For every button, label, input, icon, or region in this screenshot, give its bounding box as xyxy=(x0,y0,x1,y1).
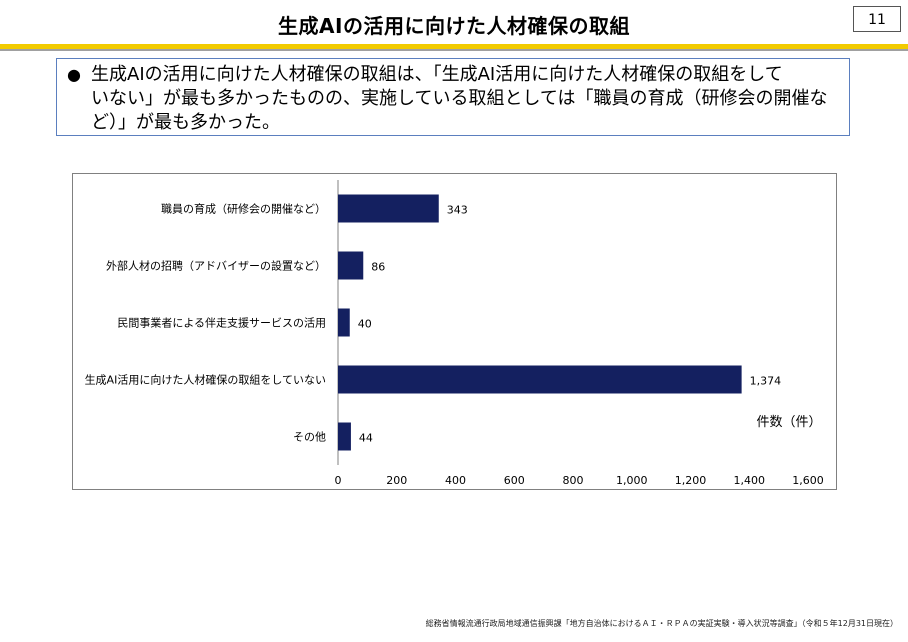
chart-frame xyxy=(72,173,837,490)
bar-0 xyxy=(338,194,439,223)
bar-1 xyxy=(338,251,364,280)
unit-label: 件数（件） xyxy=(756,415,821,430)
category-label-3: 生成AI活用に向けた人材確保の取組をしていない xyxy=(85,373,326,387)
bar-4 xyxy=(338,422,351,451)
summary-line-1: 生成AIの活用に向けた人材確保の取組は、「生成AI活用に向けた人材確保の取組をし… xyxy=(91,64,783,85)
summary-line-2: いない」が最も多かったものの、実施している取組としては「職員の育成（研修会の開催… xyxy=(91,88,828,109)
bar-3 xyxy=(338,365,742,394)
category-label-0: 職員の育成（研修会の開催など） xyxy=(161,202,326,216)
value-label-3: 1,374 xyxy=(750,375,782,388)
page-title: 生成AIの活用に向けた人材確保の取組 xyxy=(278,14,630,38)
x-tick-label-4: 800 xyxy=(563,474,584,487)
x-tick-label-2: 400 xyxy=(445,474,466,487)
category-label-4: その他 xyxy=(293,431,326,444)
summary-line-3: ど）」が最も多かった。 xyxy=(91,112,280,133)
category-label-2: 民間事業者による伴走支援サービスの活用 xyxy=(117,316,326,330)
x-tick-label-5: 1,000 xyxy=(616,474,648,487)
value-label-2: 40 xyxy=(358,318,372,331)
x-tick-label-7: 1,400 xyxy=(734,474,766,487)
page-number: 11 xyxy=(853,6,901,32)
x-tick-label-6: 1,200 xyxy=(675,474,707,487)
category-label-1: 外部人材の招聘（アドバイザーの設置など） xyxy=(106,259,326,273)
x-tick-label-1: 200 xyxy=(386,474,407,487)
x-tick-label-3: 600 xyxy=(504,474,525,487)
value-label-1: 86 xyxy=(371,261,385,274)
source-footnote: 総務省情報流通行政局地域通信振興課「地方自治体におけるＡＩ・ＲＰＡの実証実験・導… xyxy=(425,619,898,628)
summary-box: ● 生成AIの活用に向けた人材確保の取組は、「生成AI活用に向けた人材確保の取組… xyxy=(56,58,850,136)
value-label-0: 343 xyxy=(447,204,468,217)
bar-2 xyxy=(338,308,350,337)
header-rule-gray xyxy=(0,49,908,51)
header-rule-yellow xyxy=(0,44,908,49)
bullet-icon: ● xyxy=(67,65,81,84)
x-tick-label-0: 0 xyxy=(335,474,342,487)
value-label-4: 44 xyxy=(359,432,373,445)
x-tick-label-8: 1,600 xyxy=(792,474,824,487)
